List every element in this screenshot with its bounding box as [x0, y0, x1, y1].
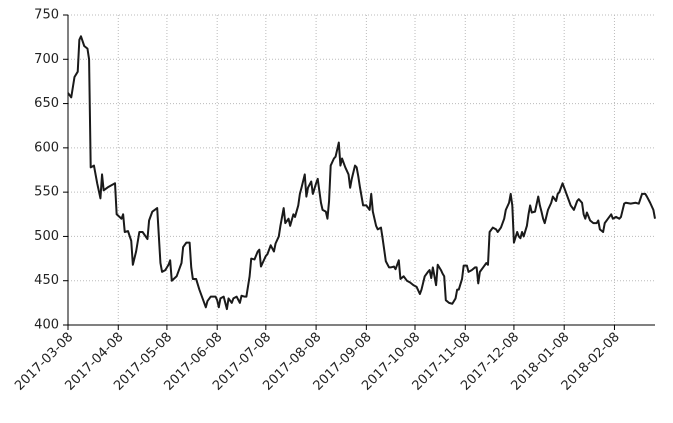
- price-line: [67, 35, 656, 311]
- y-tick-label: 600: [34, 140, 59, 155]
- y-tick-label: 450: [34, 273, 59, 288]
- y-tick-label: 500: [34, 229, 59, 244]
- y-tick-label: 750: [34, 8, 59, 23]
- y-tick-label: 400: [34, 318, 59, 333]
- y-tick-label: 650: [34, 96, 59, 111]
- y-tick-label: 700: [34, 52, 59, 67]
- y-tick-label: 550: [34, 185, 59, 200]
